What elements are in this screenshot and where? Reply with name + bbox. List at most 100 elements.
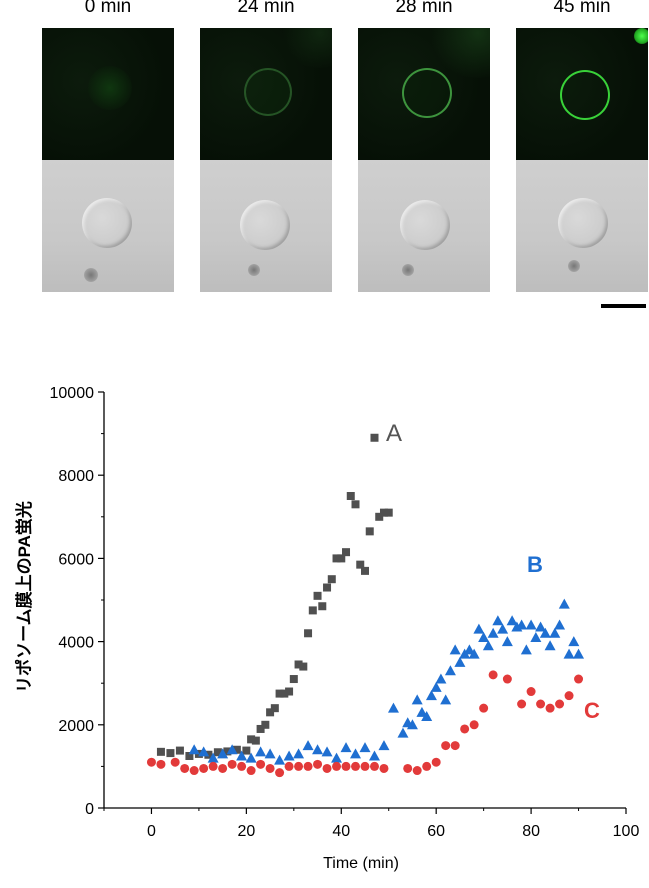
series-a-point (352, 500, 360, 508)
series-b-point (293, 748, 304, 758)
series-c-point (156, 760, 165, 769)
series-c-point (565, 691, 574, 700)
series-b-point (369, 751, 380, 761)
series-b-point (492, 615, 503, 625)
series-c-point (441, 741, 450, 750)
x-tick-label: 80 (522, 823, 540, 840)
series-c-point (403, 764, 412, 773)
y-tick-label: 2000 (58, 718, 94, 735)
series-b-point (412, 694, 423, 704)
series-c-point (256, 760, 265, 769)
series-c-point (351, 762, 360, 771)
series-c-point (266, 764, 275, 773)
series-c-point (555, 700, 564, 709)
series-c-point (470, 720, 479, 729)
series-a-point (366, 527, 374, 535)
series-c-point (527, 687, 536, 696)
y-tick-label: 10000 (50, 385, 95, 402)
scatter-chart: 02000400060008000100000 20 40 60 80 100 リポソーム… (0, 0, 649, 888)
series-c-point (432, 758, 441, 767)
series-b-point (521, 644, 532, 654)
series-a-point (347, 492, 355, 500)
series-c-point (370, 762, 379, 771)
series-b-point (440, 694, 451, 704)
series-c-point (342, 762, 351, 771)
series-b-point (554, 619, 565, 629)
series-a-point (309, 606, 317, 614)
series-b-point (435, 674, 446, 684)
series-b-point (255, 746, 266, 756)
series-b-point (564, 649, 575, 659)
series-b-point (265, 748, 276, 758)
series-a-point (252, 737, 260, 745)
series-c-point (247, 766, 256, 775)
series-b-point (274, 755, 285, 765)
series-a-point (166, 749, 174, 757)
series-c-point (451, 741, 460, 750)
x-tick-label: 20 (237, 823, 255, 840)
series-c-point (313, 760, 322, 769)
series-a-point (299, 663, 307, 671)
series-c-point (517, 700, 526, 709)
y-tick-label: 0 (85, 801, 94, 818)
y-tick-label: 4000 (58, 635, 94, 652)
series-b-point (284, 751, 295, 761)
series-c-point (361, 762, 370, 771)
x-tick-label: 40 (332, 823, 350, 840)
series-c-point (379, 764, 388, 773)
series-a-point (314, 592, 322, 600)
series-a-point (328, 575, 336, 583)
series-c-point (199, 764, 208, 773)
series-c-point (489, 670, 498, 679)
series-a-point (385, 509, 393, 517)
series-b-point (331, 753, 342, 763)
series-a-point (157, 748, 165, 756)
series-c-point (190, 766, 199, 775)
series-b-point (502, 636, 513, 646)
series-b-point (341, 742, 352, 752)
series-a-point (290, 675, 298, 683)
y-tick-label: 6000 (58, 551, 94, 568)
series-b-point (559, 599, 570, 609)
series-c-point (323, 764, 332, 773)
series-c-point (228, 760, 237, 769)
y-tick-label: 8000 (58, 468, 94, 485)
series-c-point (413, 766, 422, 775)
y-axis-label: リポソーム膜上のPA蛍光 (14, 501, 34, 693)
series-c-point (546, 704, 555, 713)
series-b-point (573, 649, 584, 659)
series-b-point (322, 746, 333, 756)
series-c-point (422, 762, 431, 771)
series-a-point (242, 747, 250, 755)
series-c-point (294, 762, 303, 771)
series-a-point (370, 434, 378, 442)
x-axis-label: Time (min) (323, 855, 399, 872)
series-c-label: C (584, 698, 600, 723)
series-b-point (488, 628, 499, 638)
series-c-point (209, 762, 218, 771)
series-a-point (176, 747, 184, 755)
series-a-point (318, 602, 326, 610)
series-b-point (568, 636, 579, 646)
series-c-point (460, 724, 469, 733)
series-b-point (378, 740, 389, 750)
series-b-point (350, 748, 361, 758)
series-c-point (171, 758, 180, 767)
series-b-point (397, 728, 408, 738)
series-c-point (237, 762, 246, 771)
series-c-point (275, 768, 284, 777)
series-c-point (503, 675, 512, 684)
series-a-point (361, 567, 369, 575)
series-b-point (388, 703, 399, 713)
series-b-point (189, 744, 200, 754)
series-c-point (536, 700, 545, 709)
series-b-point (360, 742, 371, 752)
series-a-point (304, 629, 312, 637)
series-c-point (285, 762, 294, 771)
x-tick-label: 100 (613, 823, 640, 840)
series-b-point (545, 640, 556, 650)
series-c-point (180, 764, 189, 773)
series-a-point (261, 721, 269, 729)
series-a-point (342, 548, 350, 556)
series-c-point (332, 762, 341, 771)
